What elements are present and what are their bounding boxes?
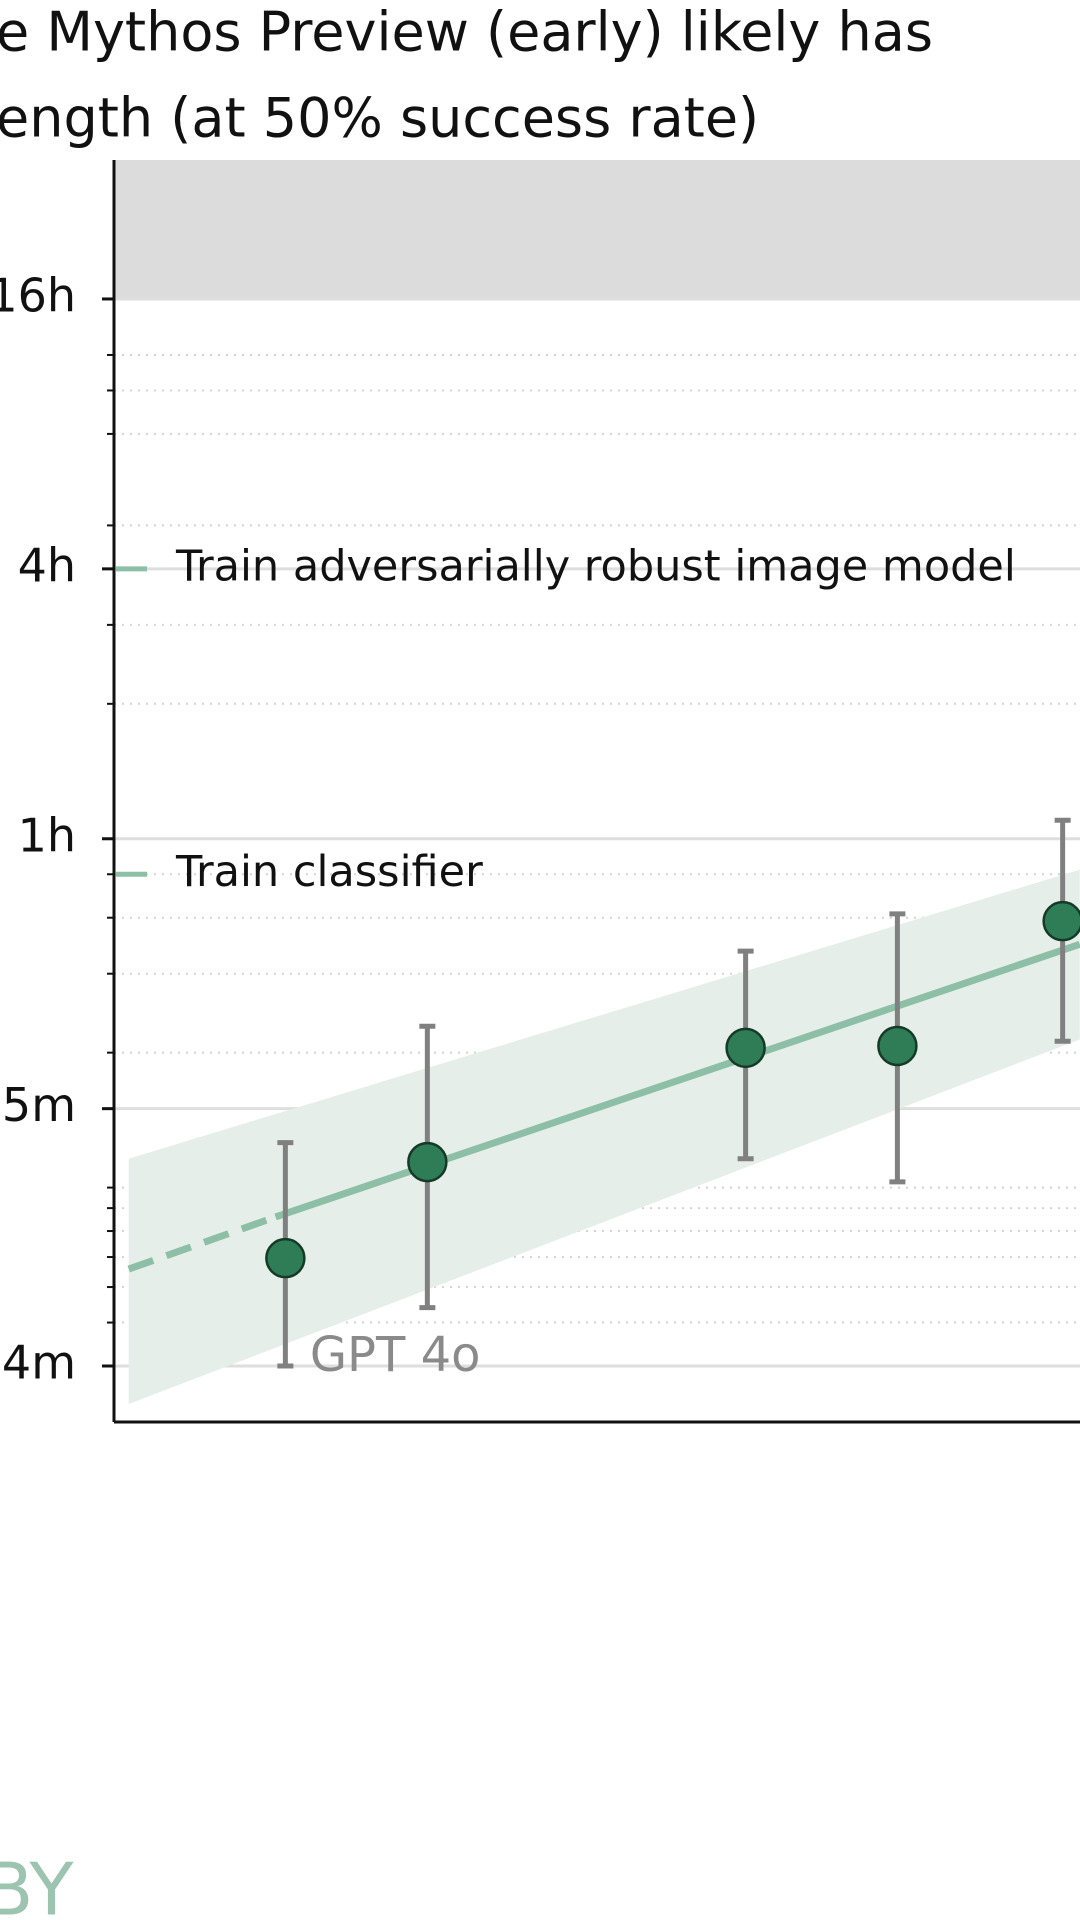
watermark: BY	[0, 1848, 74, 1920]
y-tick-label: 1h	[18, 808, 76, 862]
data-point	[1042, 900, 1080, 942]
annotation: GPT 4o	[310, 1327, 481, 1383]
shaded-region	[114, 160, 1080, 299]
reference-label: Train adversarially robust image model	[175, 541, 1016, 591]
y-tick-label: 4h	[18, 538, 76, 592]
reference-label: Train classifier	[175, 847, 483, 897]
chart-title: ength (at 50% success rate)	[0, 87, 759, 150]
y-tick-label: 4m	[2, 1335, 76, 1389]
data-point	[265, 1237, 306, 1279]
y-tick-label: 16h	[0, 268, 76, 322]
data-point	[725, 1027, 766, 1069]
data-point	[877, 1025, 918, 1067]
trend-line-extrapolated	[127, 1213, 277, 1273]
confidence-band	[128, 869, 1080, 1405]
chart-title: e Mythos Preview (early) likely has	[0, 1, 933, 64]
data-point	[407, 1141, 448, 1183]
y-tick-label: 15m	[0, 1078, 76, 1132]
